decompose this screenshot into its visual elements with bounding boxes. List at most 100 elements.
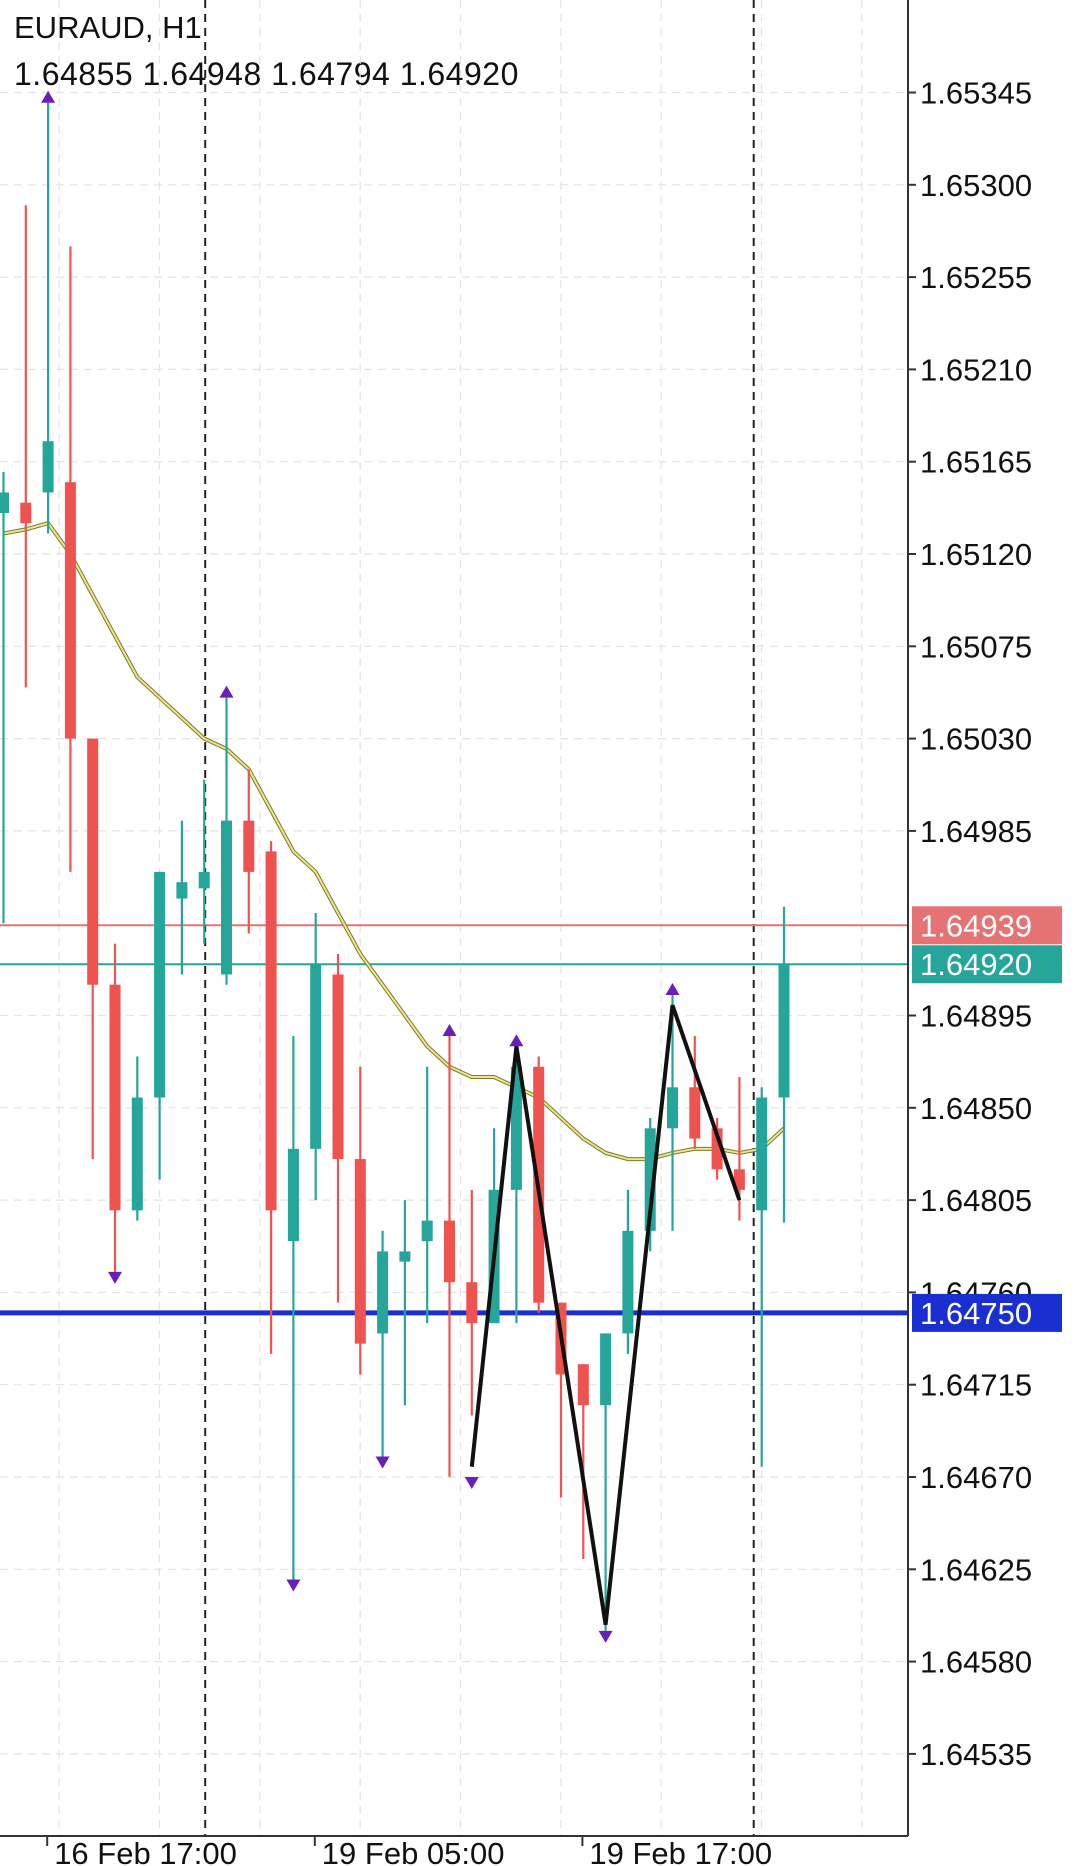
price-tick-label: 1.64715 — [920, 1368, 1032, 1403]
candle-body — [689, 1087, 701, 1139]
candle — [64, 246, 76, 872]
candle-body — [377, 1251, 389, 1334]
candle-body — [87, 738, 99, 985]
candle-body — [265, 851, 277, 1211]
candle-body — [20, 502, 32, 524]
candle-body — [64, 482, 76, 739]
candle-body — [154, 871, 166, 1098]
candle — [377, 1230, 389, 1457]
ask-line-label: 1.64920 — [912, 945, 1062, 984]
candle-body — [221, 820, 232, 975]
price-tick-label: 1.65345 — [920, 76, 1032, 111]
candle — [667, 994, 678, 1231]
price-tick-label: 1.65300 — [920, 168, 1032, 203]
candle — [622, 1189, 634, 1354]
candles-layer — [0, 102, 790, 1631]
candle-body — [600, 1333, 612, 1406]
candle — [399, 1200, 411, 1406]
price-tick-label: 1.64850 — [920, 1091, 1032, 1126]
bid-line-label: 1.64939 — [912, 906, 1062, 945]
price-tick-label: 1.64805 — [920, 1183, 1032, 1218]
fractal-up-icon — [219, 685, 234, 698]
price-label-text: 1.64939 — [920, 908, 1032, 943]
candle — [198, 779, 210, 944]
candle-body — [332, 974, 344, 1160]
candle-body — [577, 1364, 589, 1406]
candle — [310, 912, 322, 1201]
time-tick-label: 19 Feb 17:00 — [589, 1836, 772, 1866]
candle — [577, 1364, 589, 1560]
candle-body — [198, 871, 210, 889]
candle — [131, 1056, 143, 1221]
price-label-text: 1.64750 — [920, 1296, 1032, 1331]
candle-body — [0, 492, 9, 513]
price-tick-label: 1.65030 — [920, 722, 1032, 757]
candle-body — [354, 1159, 366, 1344]
candle-body — [733, 1169, 745, 1190]
candle-body — [287, 1148, 299, 1242]
candle — [109, 943, 121, 1272]
price-tick-label: 1.65255 — [920, 260, 1032, 295]
time-axis: 16 Feb 17:00 19 Feb 05:00 19 Feb 17:00 — [0, 1835, 908, 1866]
candle-body — [444, 1220, 455, 1283]
candle-body — [510, 1066, 522, 1190]
fractals-layer — [41, 90, 680, 1643]
candle — [689, 1036, 701, 1149]
price-tick-label: 1.65120 — [920, 537, 1032, 572]
candle-body — [243, 820, 255, 872]
candle-body — [667, 1087, 678, 1129]
fractal-up-icon — [665, 982, 680, 995]
fractal-down-icon — [108, 1271, 122, 1284]
price-axis: 1.65345 1.65300 1.65255 1.65210 1.65165 1.651… — [907, 0, 1032, 1836]
price-label-box — [912, 1293, 1062, 1332]
candle — [444, 1036, 455, 1477]
ohlc-readout: 1.64855 1.64948 1.64794 1.64920 — [14, 56, 519, 92]
candle-body — [711, 1128, 723, 1170]
price-tick-label: 1.65165 — [920, 445, 1032, 480]
candle — [510, 1046, 522, 1324]
fractal-down-icon — [375, 1456, 390, 1469]
candle — [711, 1118, 723, 1180]
price-tick-label: 1.64535 — [920, 1737, 1032, 1772]
candle — [421, 1066, 433, 1324]
time-tick-label: 19 Feb 05:00 — [322, 1836, 505, 1866]
candle-body — [466, 1282, 478, 1324]
price-tick-label: 1.64625 — [920, 1552, 1032, 1587]
candle — [778, 906, 790, 1223]
candle — [20, 205, 32, 688]
candle — [466, 1189, 478, 1416]
candle-body — [109, 984, 121, 1211]
candle — [756, 1087, 768, 1467]
price-tick-label: 1.65075 — [920, 629, 1032, 664]
candle-body — [131, 1097, 143, 1211]
price-tick-label: 1.64985 — [920, 814, 1032, 849]
candle-body — [421, 1220, 433, 1242]
candle — [42, 102, 54, 534]
price-tick-label: 1.64895 — [920, 999, 1032, 1034]
candle — [176, 820, 188, 975]
fractal-up-icon — [509, 1034, 524, 1047]
candle — [287, 1036, 299, 1580]
price-label-box — [912, 906, 1062, 945]
candle — [154, 871, 166, 1180]
candle-body — [644, 1128, 656, 1231]
candle-body — [310, 964, 322, 1149]
fractal-down-icon — [286, 1579, 301, 1592]
candle — [87, 738, 99, 1160]
chart-grid — [0, 0, 908, 1836]
price-labels: 1.64939 1.64920 1.64750 — [912, 906, 1062, 1332]
zigzag-layer — [469, 1004, 742, 1625]
price-level-lines — [0, 924, 908, 1316]
candle-body — [42, 441, 54, 493]
candle — [221, 697, 232, 985]
price-label-box — [912, 945, 1062, 984]
candle-body — [399, 1251, 411, 1262]
time-tick-label: 16 Feb 17:00 — [54, 1836, 237, 1866]
candle — [332, 953, 344, 1303]
price-tick-label: 1.65210 — [920, 352, 1032, 387]
candle — [600, 1333, 612, 1631]
candle — [265, 841, 277, 1354]
candle — [243, 769, 255, 934]
fractal-down-icon — [464, 1477, 479, 1489]
